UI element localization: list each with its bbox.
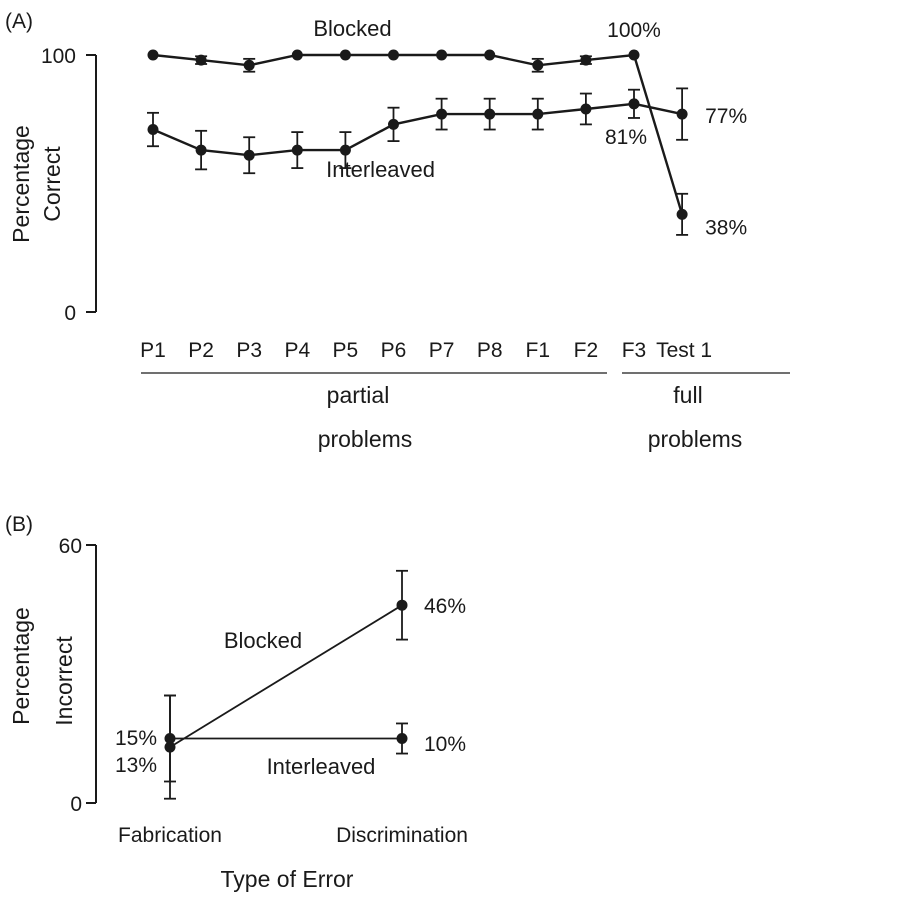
panel-a-series-label-interleaved: Interleaved [326,157,435,182]
panel-a-point-interleaved-p8 [484,108,496,120]
panel-a-xtick-label-f1: F1 [526,339,551,362]
panel-b-label: (B) [5,513,33,536]
panel-a-ytick-label-0: 0 [64,302,76,325]
panel-a-point-blocked-p8 [484,49,496,61]
panel-b-annotation-15: 15% [115,727,157,750]
panel-a-marks: P1 P2 P3 P4 P5 P6 P7 P8 F1 F2 F3 Test 1 Blocked Inter… [140,16,747,362]
panel-a-xtick-label-p3: P3 [236,339,262,362]
panel-b-xtick-label-fabrication: Fabrication [118,824,222,847]
panel-a-point-blocked-f1 [532,59,544,71]
panel-b-annotation-10: 10% [424,733,466,756]
panel-b-marks: Fabrication Discrimination Blocked Interlea… [115,569,468,847]
panel-b-point-interleaved-discrimination [396,733,408,744]
panel-a-point-interleaved-p1 [147,124,159,136]
panel-b-xlabel: Type of Error [221,866,354,892]
panel-a: (A) Percentage Correct 100 0 partial pro… [5,10,790,452]
panel-a-point-blocked-p7 [436,49,448,61]
panel-b: (B) Percentage Incorrect 60 0 Type of Er… [5,513,468,892]
panel-a-point-blocked-p6 [388,49,399,61]
panel-a-annotation-81: 81% [605,126,647,149]
panel-b-annotation-46: 46% [424,595,466,618]
panel-a-xtick-label-p1: P1 [140,339,166,362]
panel-a-group-partial-line2: problems [318,426,413,452]
panel-a-annotation-77: 77% [705,105,747,128]
panel-a-line-interleaved [152,102,683,157]
panel-a-xtick-label-p8: P8 [477,339,503,362]
panel-a-xtick-label-p6: P6 [381,339,407,362]
panel-a-point-blocked-p5 [339,49,351,61]
panel-a-point-interleaved-p3 [243,149,255,161]
panel-a-annotation-100: 100% [607,19,661,42]
panel-b-point-interleaved-fabrication [164,733,176,744]
panel-b-ytick-label-60: 60 [59,535,82,558]
panel-a-point-interleaved-f3 [628,98,640,110]
panel-a-group-full-line1: full [673,382,702,408]
panel-a-point-interleaved-p4 [291,144,303,156]
panel-a-point-blocked-p2 [195,54,207,66]
panel-a-ylabel-line2: Correct [39,146,65,222]
panel-b-xtick-label-discrimination: Discrimination [336,824,468,847]
panel-a-point-blocked-f3 [628,49,640,61]
panel-a-point-interleaved-p6 [388,118,399,130]
panel-a-xtick-label-f3: F3 [622,339,647,362]
panel-a-point-interleaved-p7 [436,108,448,120]
panel-b-series-label-blocked: Blocked [224,628,302,653]
panel-a-point-blocked-p1 [147,49,159,61]
panel-a-ytick-label-100: 100 [41,45,76,68]
panel-a-point-blocked-test-1 [676,208,688,220]
panel-a-point-blocked-f2 [580,54,592,66]
panel-a-point-blocked-p3 [243,59,255,71]
panel-a-xtick-label-p2: P2 [188,339,214,362]
panel-b-line-blocked [169,604,403,748]
panel-a-group-partial-line1: partial [327,382,390,408]
panel-a-xtick-label-f2: F2 [574,339,599,362]
panel-a-group-full-line2: problems [648,426,743,452]
panel-a-point-interleaved-test-1 [676,108,688,120]
panel-b-series-label-interleaved: Interleaved [267,754,376,779]
panel-b-ytick-label-0: 0 [70,793,82,816]
panel-a-xtick-label-test-1: Test 1 [656,339,712,362]
panel-b-ylabel-line1: Percentage [8,607,34,725]
panel-a-series-label-blocked: Blocked [313,16,391,41]
panel-a-label: (A) [5,10,33,33]
panel-b-ylabel-line2: Incorrect [51,636,77,726]
panel-a-xtick-label-p7: P7 [429,339,455,362]
panel-a-ylabel-line1: Percentage [8,125,34,243]
panel-a-xtick-label-p5: P5 [333,339,359,362]
panel-a-point-interleaved-p5 [339,144,351,156]
panel-a-annotation-38: 38% [705,216,747,239]
panel-a-point-interleaved-f2 [580,103,592,115]
panel-a-point-interleaved-f1 [532,108,544,120]
panel-a-point-interleaved-p2 [195,144,207,156]
panel-a-line-blocked [152,53,684,215]
panel-a-xtick-label-p4: P4 [284,339,310,362]
panel-a-point-blocked-p4 [291,49,303,61]
panel-b-point-blocked-discrimination [396,599,408,611]
panel-b-annotation-13: 13% [115,754,157,777]
